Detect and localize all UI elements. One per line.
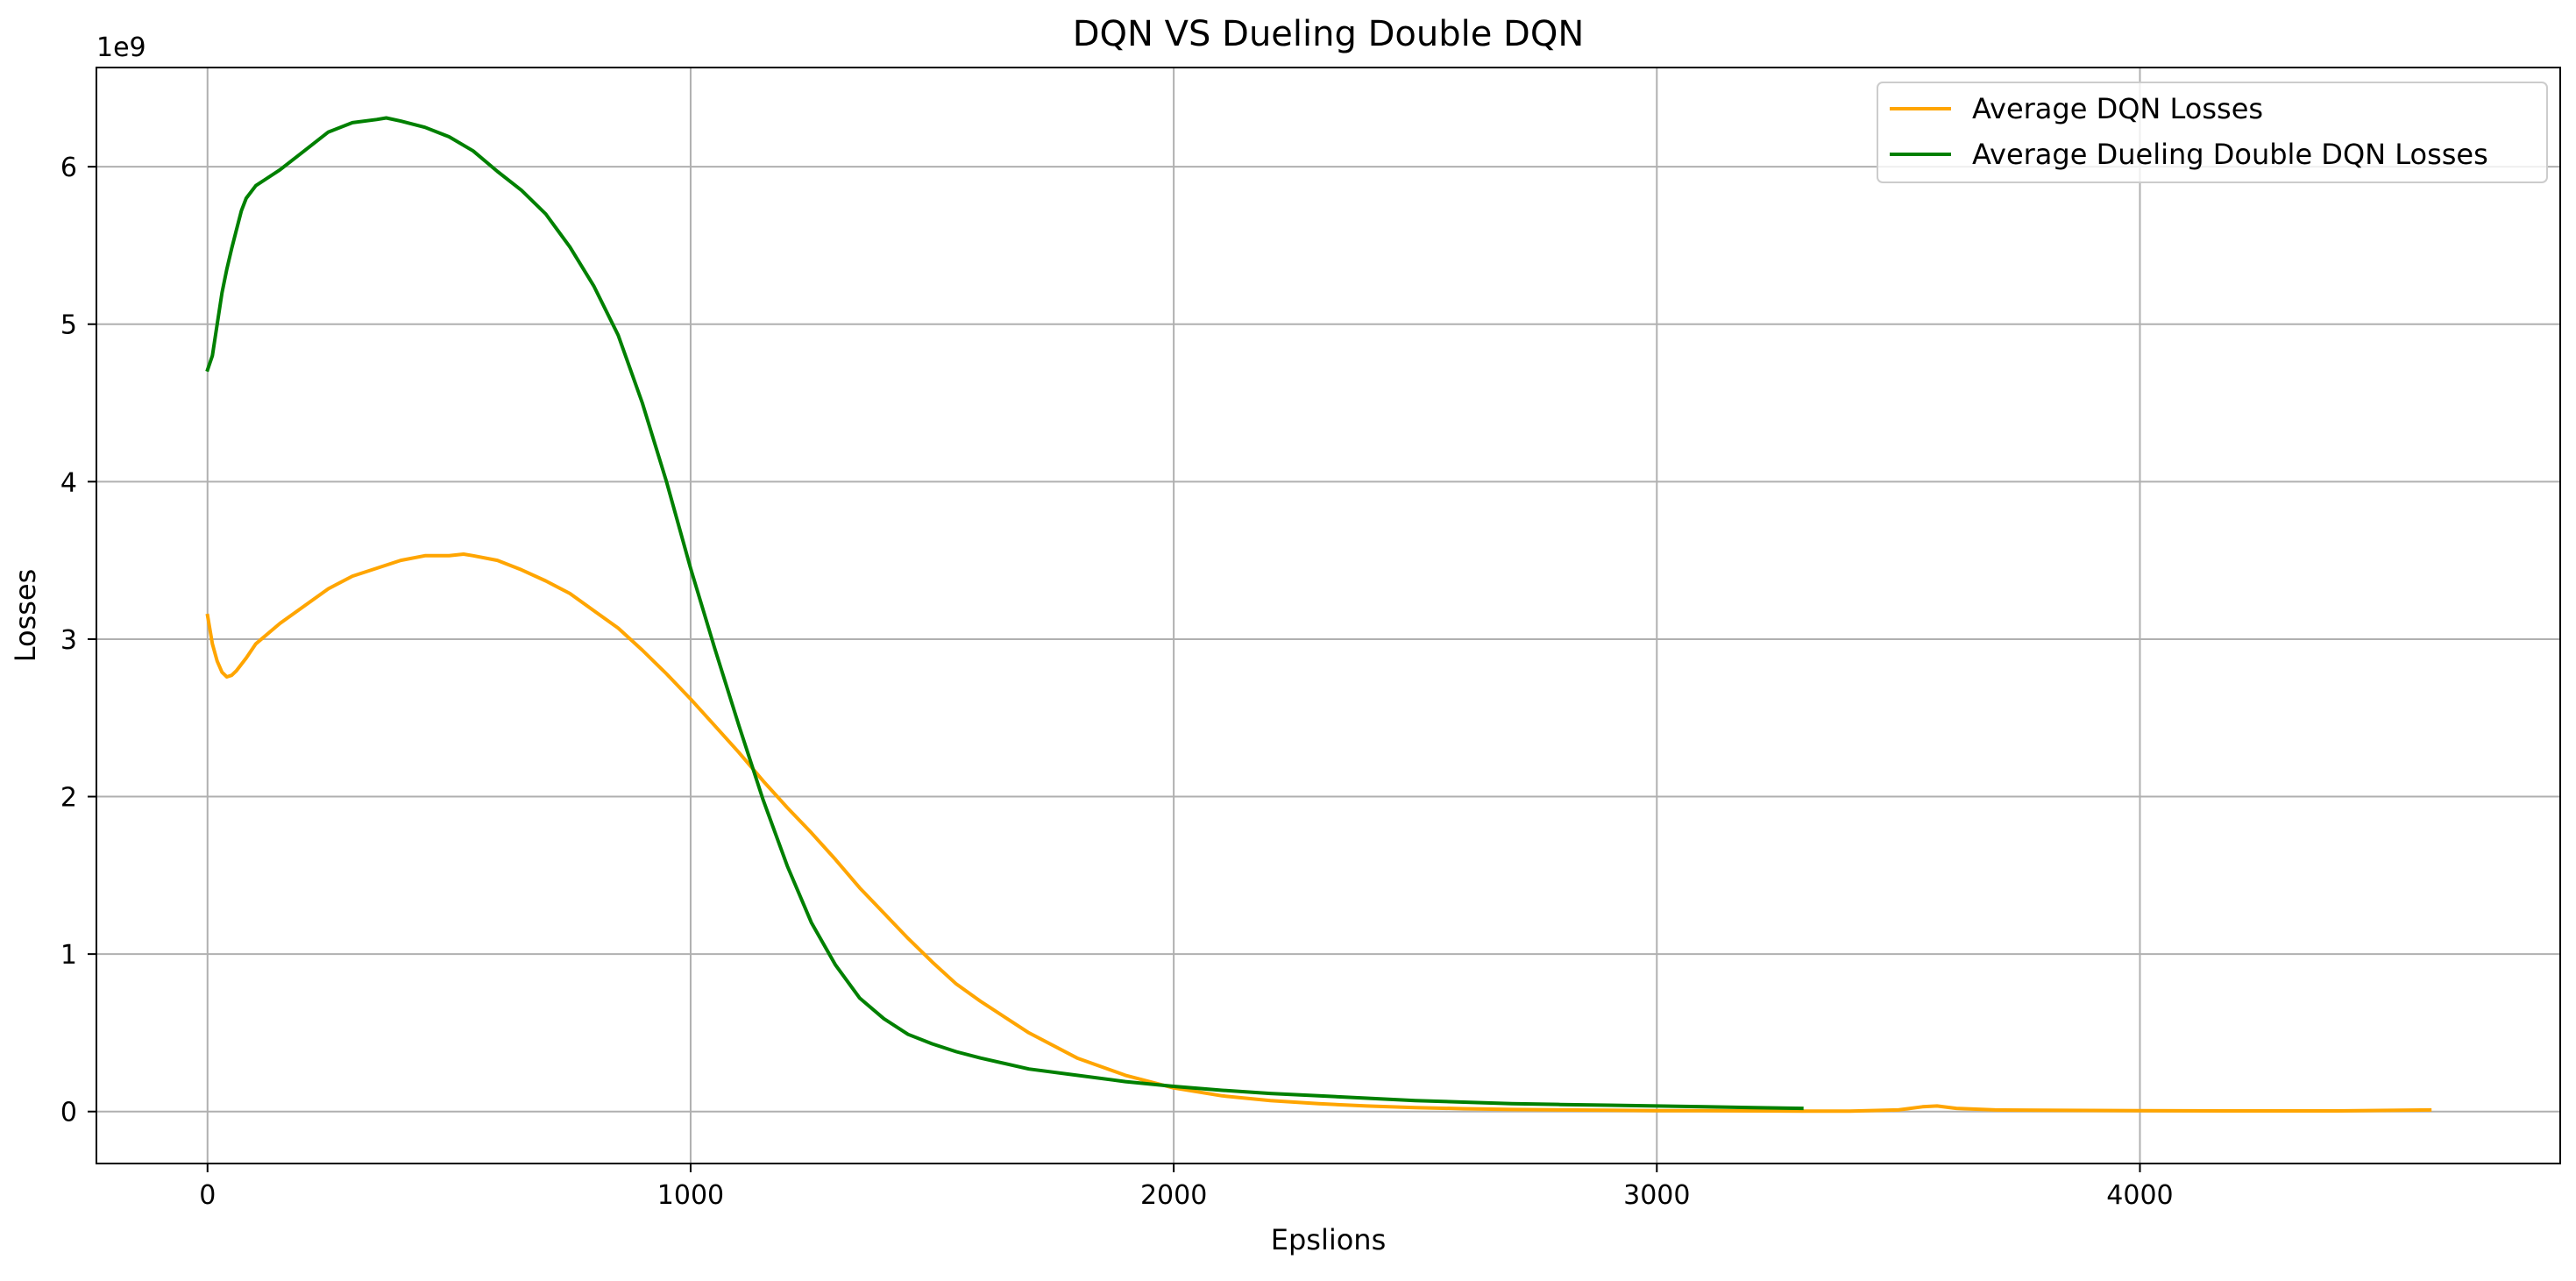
legend-box bbox=[1877, 82, 2548, 183]
axis-ticks: 0 1000 2000 3000 4000 0 1 2 3 4 5 6 bbox=[60, 153, 2174, 1211]
y-tick-label: 4 bbox=[60, 467, 77, 498]
y-tick-label: 0 bbox=[60, 1098, 77, 1128]
x-axis-label: Epslions bbox=[1271, 1223, 1387, 1256]
series-line-2 bbox=[205, 116, 1804, 1111]
x-tick-label: 1000 bbox=[657, 1180, 724, 1211]
legend-label-1: Average DQN Losses bbox=[1972, 92, 2263, 125]
y-tick-label: 1 bbox=[60, 940, 77, 971]
y-tick-label: 2 bbox=[60, 783, 77, 814]
x-tick-label: 2000 bbox=[1140, 1180, 1207, 1211]
y-tick-label: 5 bbox=[60, 310, 77, 341]
x-tick-label: 3000 bbox=[1623, 1180, 1690, 1211]
plot-frame bbox=[96, 67, 2561, 1164]
chart-title: DQN VS Dueling Double DQN bbox=[1073, 14, 1585, 54]
y-tick-label: 3 bbox=[60, 625, 77, 656]
y-axis-label: Losses bbox=[9, 569, 42, 663]
grid bbox=[96, 68, 2560, 1164]
series-lines bbox=[205, 116, 2432, 1114]
y-axis-offset-label: 1e9 bbox=[96, 32, 146, 63]
x-tick-label: 0 bbox=[199, 1180, 216, 1211]
legend-label-2: Average Dueling Double DQN Losses bbox=[1972, 138, 2488, 171]
legend: Average DQN Losses Average Dueling Double… bbox=[1877, 82, 2548, 183]
series-line-1 bbox=[205, 552, 2432, 1114]
x-tick-label: 4000 bbox=[2106, 1180, 2173, 1211]
y-tick-label: 6 bbox=[60, 153, 77, 183]
